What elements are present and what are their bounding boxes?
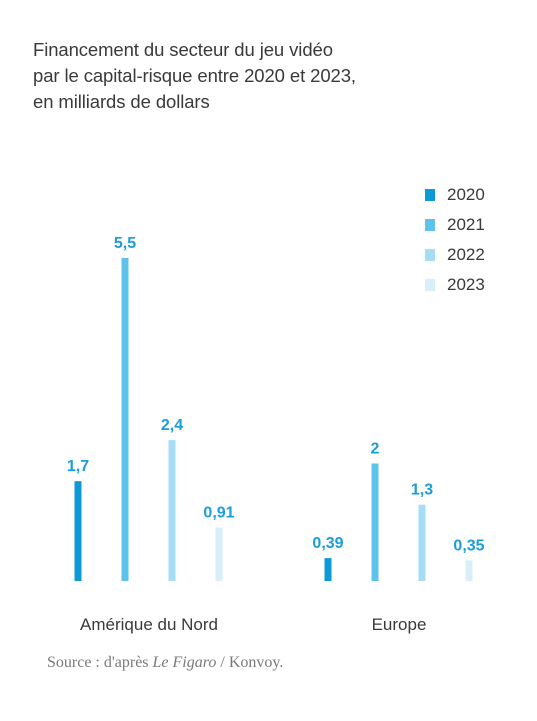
legend-label-2023: 2023 (447, 275, 485, 294)
bar-2023-europe (465, 560, 473, 581)
value-label-2021-north-america: 5,5 (114, 235, 136, 252)
legend-label-2021: 2021 (447, 215, 485, 234)
bar-2023-north-america (215, 527, 223, 581)
legend-label-2022: 2022 (447, 245, 485, 264)
legend-swatch-2023 (425, 279, 435, 291)
legend-label-2020: 2020 (447, 185, 485, 204)
bar-2021-north-america (121, 258, 129, 581)
legend-swatch-2021 (425, 219, 435, 231)
legend-swatch-2020 (425, 189, 435, 201)
legend-swatch-2022 (425, 249, 435, 261)
category-label-europe: Europe (372, 615, 427, 634)
chart-title: Financement du secteur du jeu vidéo par … (33, 37, 356, 115)
chart-title-line-1: Financement du secteur du jeu vidéo (33, 39, 333, 60)
value-label-2023-europe: 0,35 (453, 537, 484, 554)
bar-2022-north-america (168, 440, 176, 581)
source-prefix: Source : d'après (47, 654, 153, 671)
value-label-2023-north-america: 0,91 (203, 505, 234, 522)
chart-title-line-3: en milliards de dollars (33, 91, 210, 112)
bar-2021-europe (371, 463, 379, 581)
bar-2022-europe (418, 504, 426, 581)
source-note: Source : d'après Le Figaro / Konvoy. (47, 654, 283, 672)
chart-title-line-2: par le capital-risque entre 2020 et 2023… (33, 65, 356, 86)
value-label-2022-europe: 1,3 (411, 482, 433, 499)
value-label-2021-europe: 2 (371, 441, 380, 458)
bar-2020-north-america (74, 481, 82, 581)
value-label-2022-north-america: 2,4 (161, 417, 183, 434)
bar-2020-europe (324, 558, 332, 581)
source-suffix: / Konvoy. (216, 654, 284, 671)
value-label-2020-north-america: 1,7 (67, 458, 89, 475)
category-label-north-america: Amérique du Nord (80, 615, 218, 634)
value-label-2020-europe: 0,39 (312, 535, 343, 552)
source-publication: Le Figaro (152, 654, 217, 671)
